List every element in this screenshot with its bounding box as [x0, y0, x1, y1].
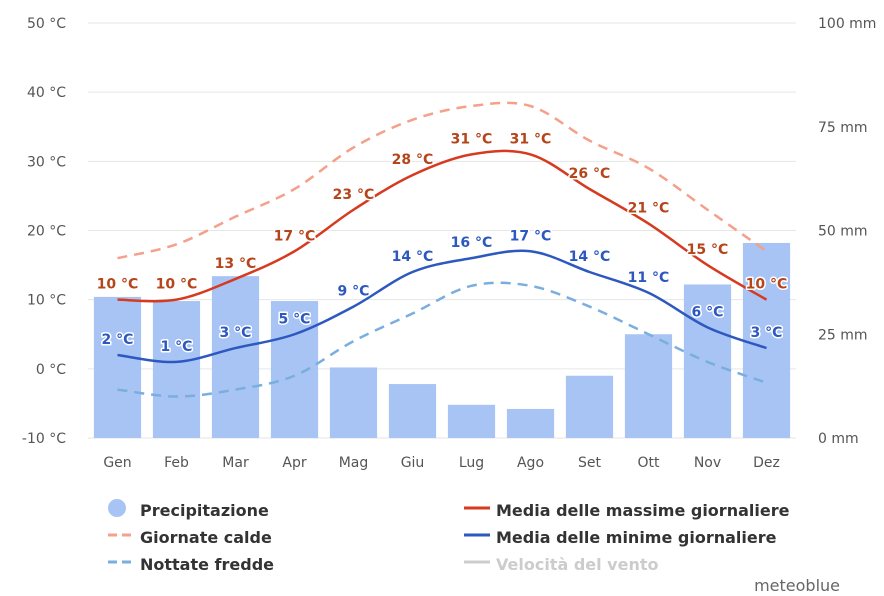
- data-label: 17 °C: [510, 228, 552, 244]
- data-label: 14 °C: [569, 249, 611, 265]
- data-label: 17 °C: [274, 228, 316, 244]
- x-tick-label: Mar: [222, 455, 249, 471]
- precip-bar: [742, 242, 791, 438]
- x-tick-label: Set: [578, 455, 602, 471]
- dashed-line-icon: [106, 552, 140, 576]
- data-label: 10 °C: [156, 277, 198, 293]
- line-icon: [462, 552, 496, 576]
- data-label: 31 °C: [510, 131, 552, 147]
- data-label: 3 °C: [751, 325, 783, 341]
- legend-hot-label: Giornate calde: [140, 527, 272, 547]
- legend-max-label: Media delle massime giornaliere: [496, 500, 790, 520]
- data-label: 21 °C: [628, 201, 670, 217]
- x-tick-label: Ott: [638, 455, 661, 471]
- data-label: 6 °C: [692, 304, 724, 320]
- precip-bar: [447, 404, 496, 438]
- data-label: 2 °C: [102, 332, 134, 348]
- y-axis-right: 100 mm 75 mm 50 mm 25 mm 0 mm: [818, 16, 876, 447]
- data-label: 3 °C: [220, 325, 252, 341]
- y-tick-label-right: 75 mm: [818, 120, 868, 136]
- legend-precip[interactable]: Precipitazione: [106, 498, 269, 522]
- legend-wind[interactable]: Velocità del vento: [462, 552, 659, 576]
- y-tick-label-right: 100 mm: [818, 16, 876, 32]
- data-label: 23 °C: [333, 187, 375, 203]
- line-icon: [462, 498, 496, 522]
- data-label: 10 °C: [97, 277, 139, 293]
- y-tick-label-right: 50 mm: [818, 224, 868, 240]
- x-axis: Gen Feb Mar Apr Mag Giu Lug Ago Set Ott Nov Dez: [103, 455, 780, 471]
- x-tick-label: Apr: [282, 455, 306, 471]
- legend-precip-label: Precipitazione: [140, 500, 269, 520]
- data-label: 1 °C: [161, 339, 193, 355]
- data-label: 31 °C: [451, 131, 493, 147]
- line-icon: [462, 525, 496, 549]
- data-labels: 10 °C 10 °C 13 °C 17 °C 23 °C 28 °C 31 °C 31 °C…: [95, 130, 789, 356]
- x-tick-label: Giu: [401, 455, 425, 471]
- precip-bar: [211, 276, 260, 438]
- x-tick-label: Gen: [103, 455, 131, 471]
- precip-bar: [388, 384, 437, 438]
- x-tick-label: Mag: [339, 455, 369, 471]
- x-tick-label: Dez: [753, 455, 780, 471]
- y-tick-label: 0 °C: [36, 362, 66, 378]
- data-label: 10 °C: [746, 277, 788, 293]
- x-tick-label: Lug: [459, 455, 484, 471]
- y-tick-label: 20 °C: [27, 224, 66, 240]
- legend-cold-label: Nottate fredde: [140, 554, 275, 574]
- data-label: 13 °C: [215, 256, 257, 272]
- precipitation-bars: [93, 242, 791, 438]
- brand-logo-text: meteoblue: [754, 576, 840, 595]
- legend-min-label: Media delle minime giornaliere: [496, 527, 777, 547]
- series-line-media-delle-massime-giornaliere: [117, 149, 768, 303]
- y-tick-label: 10 °C: [27, 293, 66, 309]
- series-line-media-delle-minime-giornaliere: [117, 249, 767, 364]
- legend-wind-label: Velocità del vento: [496, 554, 659, 574]
- legend-cold[interactable]: Nottate fredde: [106, 552, 274, 576]
- y-tick-label: -10 °C: [22, 431, 66, 447]
- y-tick-label-right: 25 mm: [818, 327, 868, 343]
- dashed-line-icon: [106, 525, 140, 549]
- data-label: 16 °C: [451, 235, 493, 251]
- data-label: 14 °C: [392, 249, 434, 265]
- data-label: 9 °C: [338, 284, 370, 300]
- x-tick-label: Nov: [694, 455, 721, 471]
- circle-icon: [106, 498, 140, 522]
- precip-bar: [152, 301, 201, 438]
- y-tick-label: 30 °C: [27, 154, 66, 170]
- data-label: 15 °C: [687, 242, 729, 258]
- y-axis-left: 50 °C 40 °C 30 °C 20 °C 10 °C 0 °C -10 °C: [22, 16, 66, 447]
- precip-bar: [624, 334, 673, 438]
- data-label: 26 °C: [569, 166, 611, 182]
- precip-bar: [565, 375, 614, 438]
- series-line-giornate-calde: [117, 101, 768, 260]
- x-tick-label: Feb: [164, 455, 189, 471]
- precip-bar: [270, 301, 319, 438]
- y-tick-label: 50 °C: [27, 16, 66, 32]
- legend-min[interactable]: Media delle minime giornaliere: [462, 525, 776, 549]
- data-label: 28 °C: [392, 152, 434, 168]
- legend-max[interactable]: Media delle massime giornaliere: [462, 498, 789, 522]
- data-label: 11 °C: [628, 270, 670, 286]
- precip-bar: [93, 296, 142, 438]
- legend-hot[interactable]: Giornate calde: [106, 525, 272, 549]
- series-line-nottate-fredde: [117, 281, 767, 398]
- temperature-lines: [117, 101, 768, 398]
- x-tick-label: Ago: [517, 455, 544, 471]
- data-label: 5 °C: [279, 311, 311, 327]
- y-tick-label: 40 °C: [27, 85, 66, 101]
- y-tick-label-right: 0 mm: [818, 431, 859, 447]
- precip-bar: [506, 408, 555, 438]
- precip-bar: [329, 367, 378, 438]
